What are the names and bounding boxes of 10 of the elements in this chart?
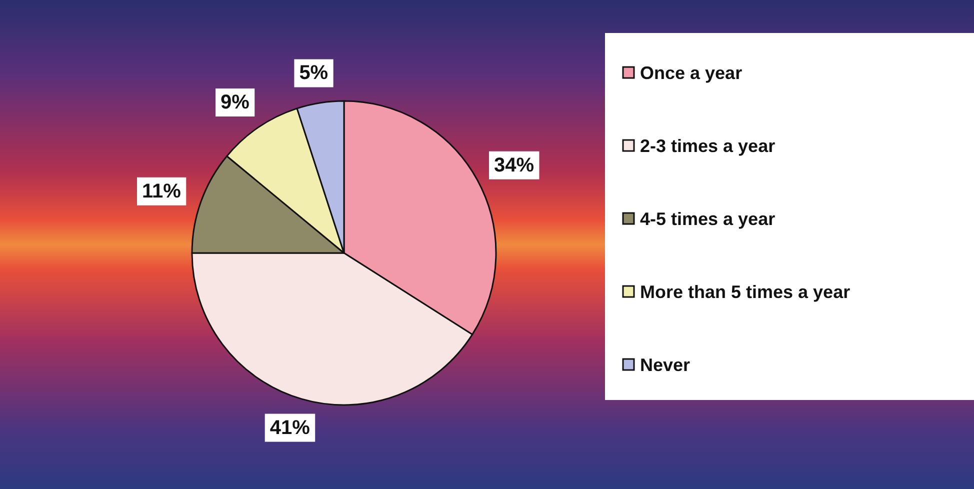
- legend-label: More than 5 times a year: [640, 282, 850, 302]
- legend-label: 4-5 times a year: [640, 209, 776, 229]
- legend-label: Never: [640, 355, 690, 375]
- data-label: 11%: [142, 180, 182, 202]
- legend-label: 2-3 times a year: [640, 136, 776, 156]
- legend-label: Once a year: [640, 63, 742, 83]
- data-label: 9%: [220, 91, 250, 114]
- data-label: 34%: [494, 154, 534, 176]
- data-label: 5%: [299, 62, 328, 84]
- data-label: 41%: [270, 416, 310, 439]
